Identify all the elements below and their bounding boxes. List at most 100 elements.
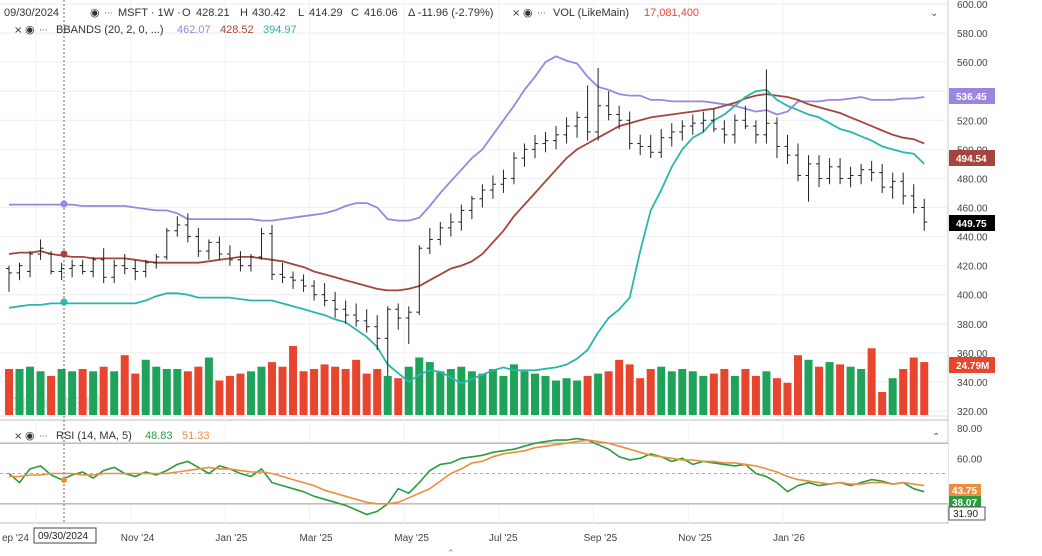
volume-bar xyxy=(289,346,298,415)
ohlc-bar xyxy=(763,69,770,144)
volume-bar xyxy=(5,369,13,415)
svg-text:38.07: 38.07 xyxy=(952,498,977,509)
ohlc-bar xyxy=(16,262,23,281)
ohlc-bar xyxy=(805,155,812,202)
close-vol-icon[interactable]: × xyxy=(512,8,520,19)
header-high-label: H xyxy=(240,7,248,19)
volume-bar xyxy=(225,375,234,415)
volume-bar xyxy=(846,366,855,415)
price-pane[interactable] xyxy=(0,0,948,420)
ohlc-bars xyxy=(6,67,928,377)
volume-bar xyxy=(457,366,466,415)
rsi-ma-tag: 43.75 xyxy=(949,484,981,497)
rsi-tag: 38.07 xyxy=(949,496,981,509)
volume-bar xyxy=(878,392,887,415)
time-axis[interactable]: ep '24 Nov '24 Jan '25 Mar '25 May '25 Jul '2… xyxy=(2,533,805,544)
ohlc-bar xyxy=(174,216,181,237)
header-rsi-ma-value: 51.33 xyxy=(182,430,210,442)
last-price-tag: 449.75 xyxy=(949,215,995,231)
volume-bar xyxy=(815,366,824,415)
more-rsi-icon[interactable]: ··· xyxy=(39,432,48,442)
volume-bar xyxy=(47,375,56,415)
volume-bar xyxy=(499,375,508,415)
ohlc-bar xyxy=(247,254,254,272)
eye-bb-icon[interactable]: ◉ xyxy=(25,23,35,36)
bb-lower-line xyxy=(8,88,925,385)
more-vol-icon[interactable]: ··· xyxy=(537,9,546,19)
volume-bar xyxy=(762,371,771,415)
rsi-lines xyxy=(8,437,925,516)
ohlc-bar xyxy=(48,251,55,275)
ohlc-bar xyxy=(742,105,749,130)
ohlc-bar xyxy=(900,172,907,205)
ohlc-bar xyxy=(795,143,801,182)
volume-bar xyxy=(509,364,518,415)
volume-bar xyxy=(699,375,708,415)
ohlc-bar xyxy=(69,259,76,278)
ohlc-bar xyxy=(458,204,465,231)
eye-rsi-icon[interactable]: ◉ xyxy=(25,429,35,442)
drag-handle-icon[interactable]: ⌃ xyxy=(447,549,455,556)
ohlc-bar xyxy=(868,160,875,182)
ohlc-bar xyxy=(858,163,865,185)
ohlc-bar xyxy=(405,306,412,345)
header-low-label: L xyxy=(298,7,304,19)
volume-bar xyxy=(794,355,802,415)
time-tick-label: Jan '25 xyxy=(215,533,247,544)
ohlc-bar xyxy=(816,155,823,188)
volume-bar xyxy=(825,362,834,415)
header-high: 430.42 xyxy=(252,7,286,19)
collapse-chevron-icon[interactable]: ⌄ xyxy=(930,8,938,19)
rsi-axis[interactable]: 80.00 60.00 xyxy=(957,424,982,465)
volume-bar xyxy=(836,364,845,415)
close-bb-icon[interactable]: × xyxy=(14,25,22,36)
volume-bar xyxy=(183,371,192,415)
eye-vol-icon[interactable]: ◉ xyxy=(523,6,533,19)
ohlc-bar xyxy=(163,227,170,260)
more-bb-icon[interactable]: ··· xyxy=(39,26,48,36)
ohlc-bar xyxy=(6,265,12,292)
volume-bar xyxy=(99,366,108,415)
ohlc-bar xyxy=(332,291,339,318)
ohlc-bar xyxy=(574,111,581,138)
ohlc-bar xyxy=(752,120,759,144)
ohlc-bar xyxy=(37,239,44,260)
rsi-min-tag: 31.90 xyxy=(948,506,986,521)
volume-bar xyxy=(257,366,266,415)
time-tick-label: May '25 xyxy=(394,533,429,544)
close-rsi-icon[interactable]: × xyxy=(14,431,22,442)
crosshair-dot-upper xyxy=(60,200,68,208)
eye-icon[interactable]: ◉ xyxy=(90,6,100,19)
bb-mid-tag: 494.54 xyxy=(949,150,995,166)
volume-bar xyxy=(678,369,687,415)
price-tick-label: 380.00 xyxy=(957,320,988,331)
header-close: 416.06 xyxy=(364,7,398,19)
price-tick-label: 480.00 xyxy=(957,174,988,185)
volume-bar xyxy=(751,375,760,415)
ohlc-bar xyxy=(889,172,896,199)
svg-text:494.54: 494.54 xyxy=(956,154,987,165)
volume-bar xyxy=(541,375,550,415)
ohlc-bar xyxy=(395,303,402,330)
volume-bar xyxy=(299,371,308,415)
ohlc-bar xyxy=(679,120,686,141)
rsi-collapse-icon[interactable]: ⌃ xyxy=(932,432,940,443)
svg-text:09/30/2024: 09/30/2024 xyxy=(38,531,88,542)
volume-bar xyxy=(657,366,666,415)
ohlc-bar xyxy=(226,245,233,266)
price-axis[interactable]: 600.00580.00560.00540.00520.00500.00480.… xyxy=(957,0,988,418)
volume-bar xyxy=(152,366,161,415)
time-tick-label: Jan '26 xyxy=(773,533,805,544)
volume-bar xyxy=(552,380,561,415)
volume-bar xyxy=(341,369,350,415)
ohlc-bar xyxy=(731,114,738,144)
header-vol-value: 17,081,400 xyxy=(644,7,699,19)
volume-bar xyxy=(204,357,213,415)
volume-bar xyxy=(573,380,582,415)
more-icon[interactable]: ··· xyxy=(104,9,113,19)
bb-upper-line xyxy=(9,55,925,222)
ohlc-bar xyxy=(374,315,381,350)
ohlc-bar xyxy=(142,259,149,278)
volume-bar xyxy=(310,369,319,415)
